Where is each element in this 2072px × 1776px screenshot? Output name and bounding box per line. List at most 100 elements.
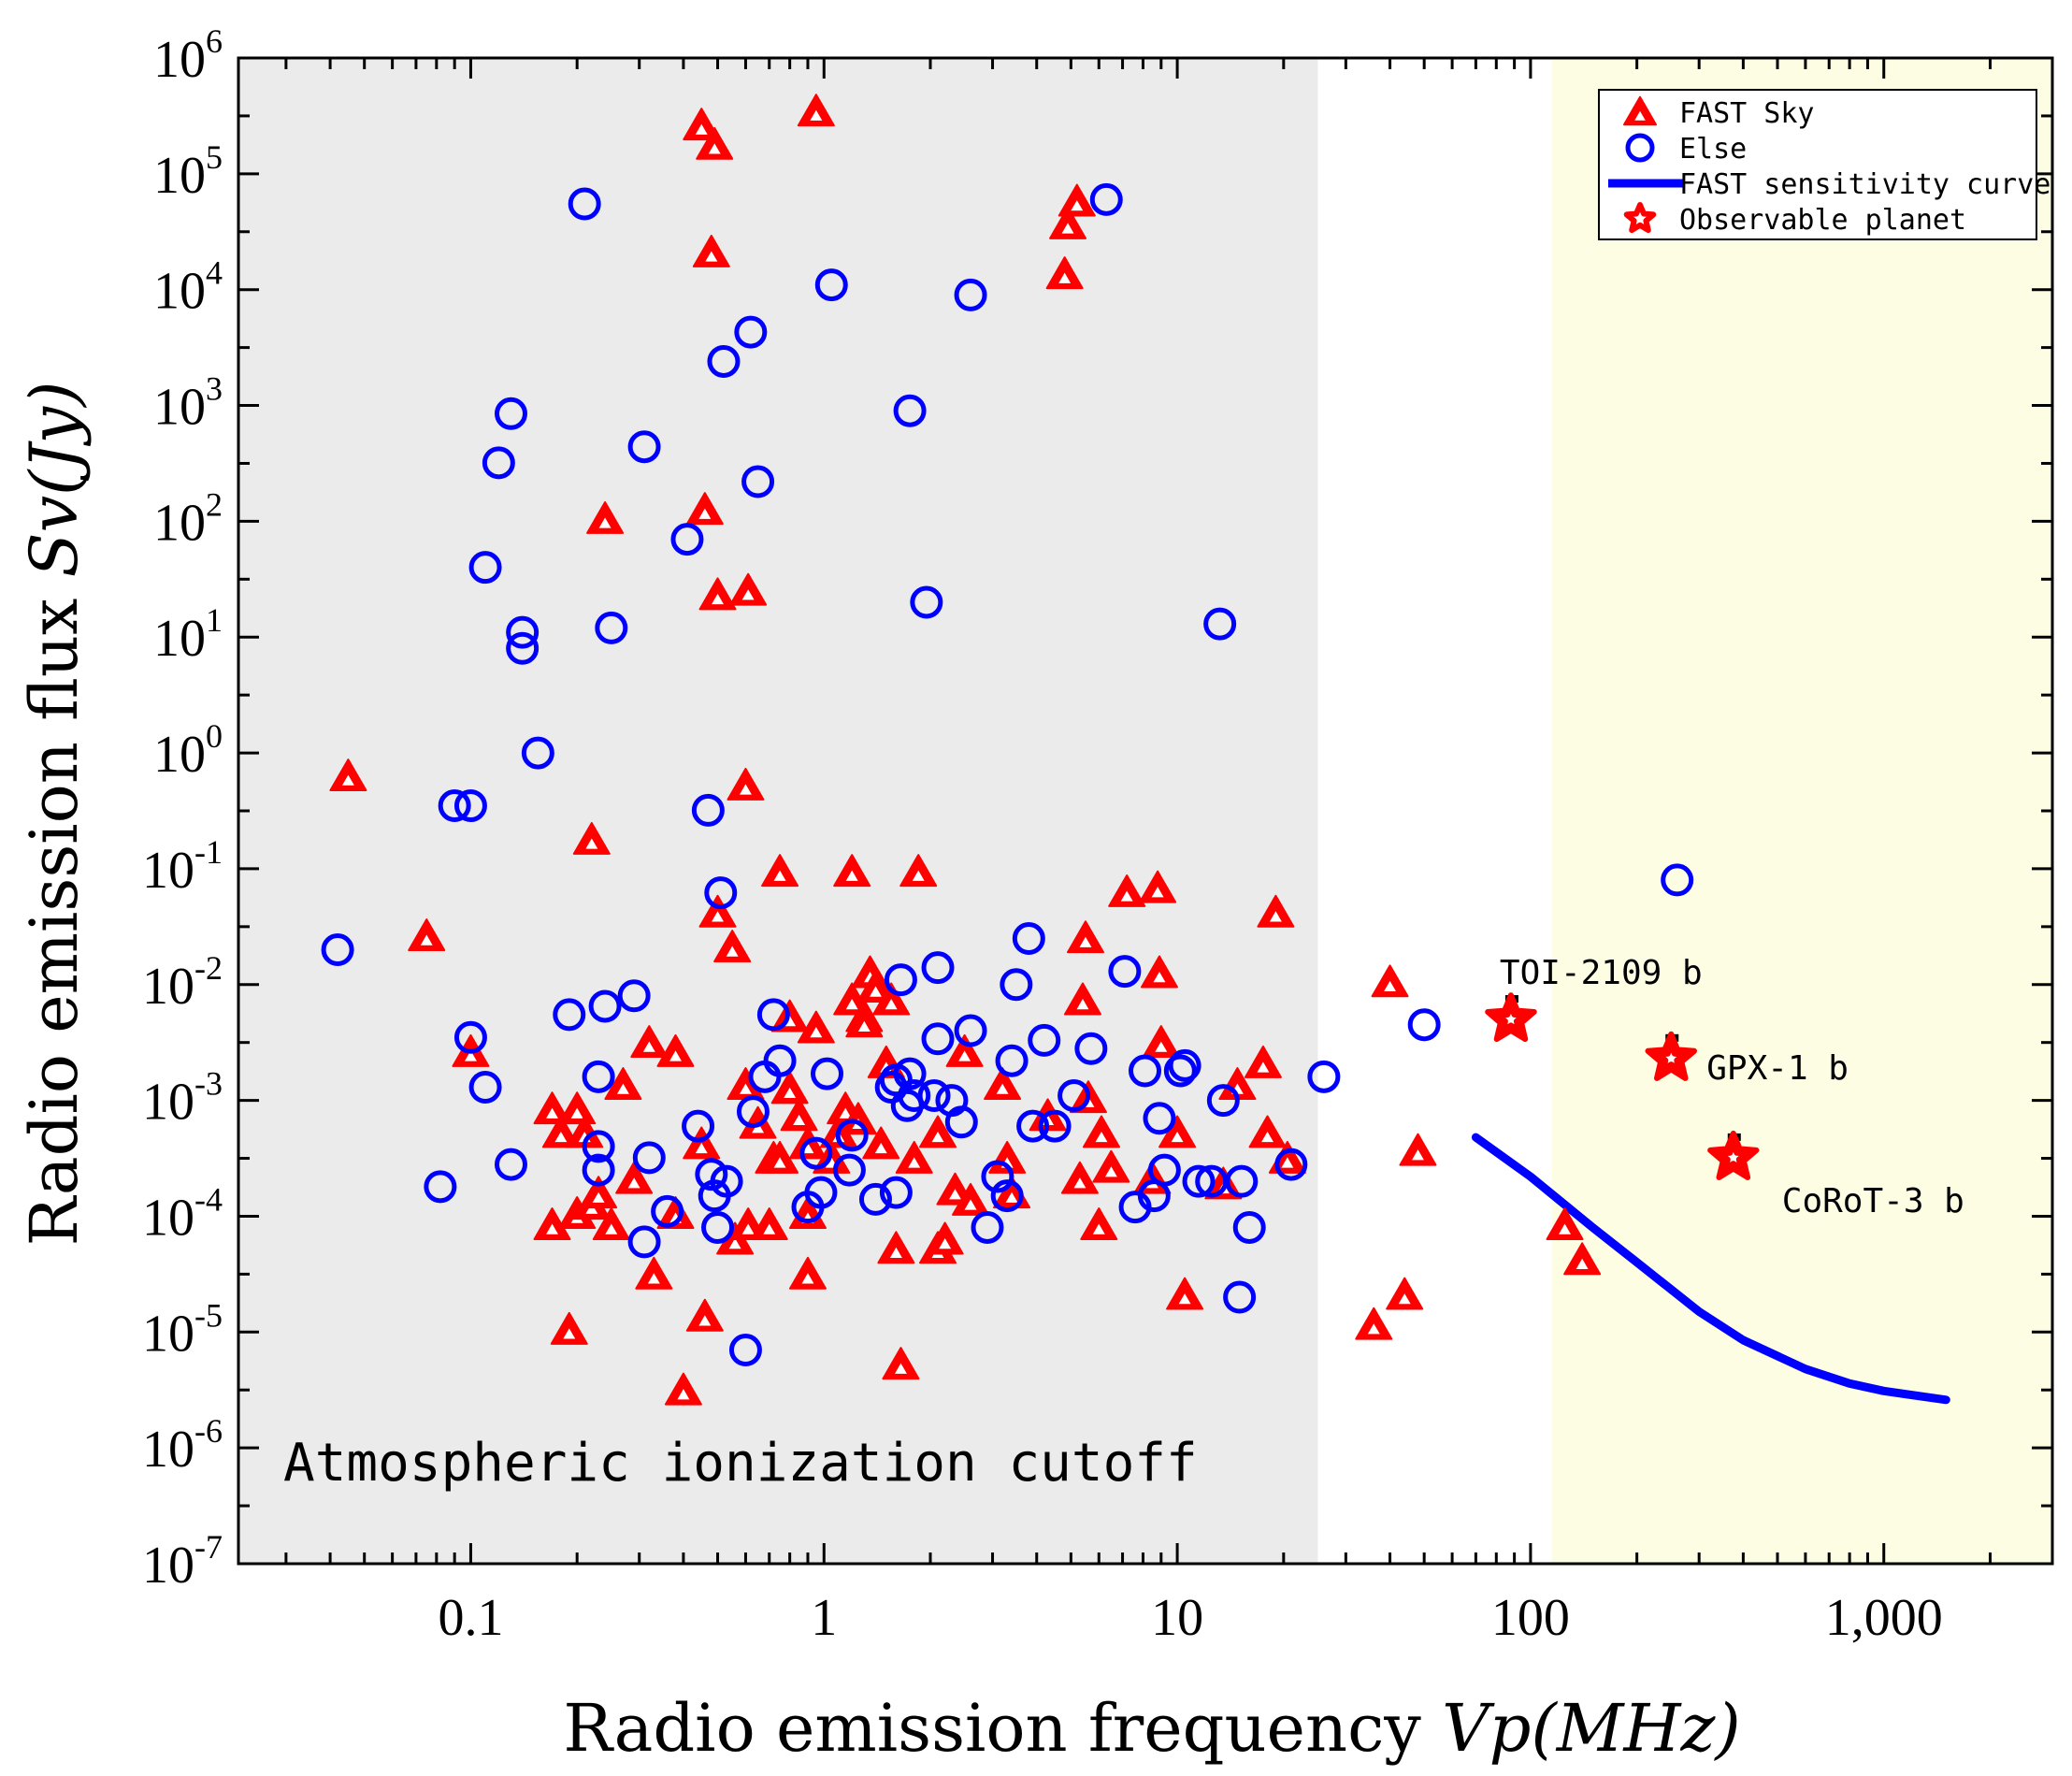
else-point-26 bbox=[682, 1109, 715, 1143]
x-tick-label-4: 1,000 bbox=[1825, 1589, 1943, 1647]
else-point-13 bbox=[553, 998, 586, 1032]
else-point-5 bbox=[468, 551, 502, 585]
x-tick-label-0: 0.1 bbox=[438, 1589, 503, 1647]
region-labels: Atmospheric ionization cutoff bbox=[283, 1433, 1198, 1494]
fast-sky-point-89 bbox=[1140, 955, 1178, 989]
else-point-46 bbox=[832, 1153, 866, 1187]
fast-sky-point-35 bbox=[729, 572, 768, 606]
observable-planets-layer: TOI-2109 b GPX-1 b CoRoT-3 b bbox=[1485, 954, 1964, 1220]
fast-sky-point-27 bbox=[685, 492, 724, 526]
x-axis-ticks: 0.1 1 10 100 1,000 bbox=[284, 58, 2054, 1647]
else-point-52 bbox=[884, 963, 917, 997]
fast-sky-point-81 bbox=[1066, 920, 1104, 954]
fast-sky-point-43 bbox=[780, 1098, 818, 1132]
shaded-regions bbox=[238, 58, 2052, 1564]
else-point-33 bbox=[710, 1164, 743, 1198]
else-point-37 bbox=[741, 465, 775, 498]
fast-sky-point-21 bbox=[664, 1372, 702, 1406]
else-point-76 bbox=[1089, 182, 1123, 216]
else-point-64 bbox=[954, 278, 987, 311]
fast-sky-point-79 bbox=[1060, 1161, 1099, 1194]
x-axis-title: Radio emission frequency Vp(MHz) bbox=[563, 1690, 1740, 1767]
fast-sky-point-41 bbox=[770, 1071, 809, 1105]
else-point-63 bbox=[954, 1014, 987, 1047]
else-point-91 bbox=[1232, 1210, 1266, 1244]
fast-sky-point-71 bbox=[952, 1182, 990, 1216]
observable-planet-inner-1 bbox=[1655, 1042, 1687, 1073]
else-point-27 bbox=[691, 793, 725, 827]
y-tick-label-2: 10-5 bbox=[142, 1296, 223, 1363]
fast-sky-point-30 bbox=[713, 930, 752, 962]
region-1 bbox=[1551, 58, 2052, 1564]
fast-sky-point-11 bbox=[580, 1176, 618, 1209]
else-point-9 bbox=[494, 397, 527, 430]
fast-sky-point-61 bbox=[872, 982, 911, 1016]
fast-sky-point-77 bbox=[1049, 206, 1087, 239]
fast-sky-point-47 bbox=[797, 1010, 835, 1044]
else-point-67 bbox=[990, 1179, 1024, 1213]
else-point-77 bbox=[1108, 955, 1142, 989]
else-point-70 bbox=[1012, 921, 1045, 955]
else-point-48 bbox=[858, 1182, 892, 1216]
fast-sky-point-83 bbox=[1080, 1207, 1118, 1240]
fast-sky-point-99 bbox=[1355, 1307, 1393, 1340]
else-point-32 bbox=[707, 344, 741, 378]
else-point-88 bbox=[1206, 1084, 1240, 1118]
else-point-74 bbox=[1058, 1078, 1091, 1112]
fast-sky-point-28 bbox=[698, 577, 737, 611]
else-point-72 bbox=[1028, 1023, 1061, 1057]
else-point-0 bbox=[321, 932, 354, 966]
else-point-20 bbox=[617, 979, 651, 1013]
fast-sky-point-4 bbox=[541, 1115, 580, 1148]
fast-sky-point-96 bbox=[1248, 1115, 1287, 1148]
else-point-2 bbox=[438, 789, 471, 823]
else-point-50 bbox=[879, 1176, 913, 1209]
fast-sky-point-62 bbox=[877, 1231, 915, 1264]
fast-sky-point-40 bbox=[761, 854, 799, 888]
else-point-44 bbox=[811, 1057, 844, 1090]
observable-planet-inner-2 bbox=[1718, 1141, 1749, 1172]
else-point-81 bbox=[1143, 1102, 1176, 1135]
y-tick-label-3: 10-4 bbox=[142, 1180, 223, 1247]
else-point-75 bbox=[1074, 1032, 1108, 1065]
fast-sky-point-63 bbox=[882, 1347, 920, 1380]
legend-label-0: FAST Sky bbox=[1679, 97, 1815, 130]
else-point-45 bbox=[814, 268, 848, 302]
else-point-8 bbox=[494, 1148, 527, 1181]
else-point-92 bbox=[1274, 1148, 1308, 1181]
else-point-1 bbox=[424, 1170, 457, 1204]
fast-sky-point-92 bbox=[1166, 1277, 1204, 1310]
fast-sky-point-48 bbox=[797, 94, 835, 127]
fast-sky-point-6 bbox=[550, 1311, 588, 1345]
else-point-58 bbox=[917, 1078, 951, 1112]
legend-label-3: Observable planet bbox=[1679, 204, 1966, 237]
fast-sky-point-44 bbox=[788, 1256, 827, 1290]
else-point-71 bbox=[1016, 1109, 1050, 1143]
y-tick-label-11: 104 bbox=[153, 254, 223, 321]
else-point-68 bbox=[995, 1044, 1029, 1077]
fast-sky-point-78 bbox=[1058, 183, 1096, 217]
else-point-73 bbox=[1038, 1109, 1072, 1143]
fast-sensitivity-curve bbox=[1471, 1133, 1950, 1405]
else-point-56 bbox=[898, 1078, 931, 1112]
else-point-4 bbox=[453, 1020, 487, 1054]
else-point-42 bbox=[799, 1136, 833, 1170]
else-point-90 bbox=[1225, 1164, 1259, 1198]
else-point-25 bbox=[670, 523, 704, 556]
x-tick-label-1: 1 bbox=[811, 1589, 837, 1647]
else-point-62 bbox=[944, 1105, 978, 1139]
else-point-54 bbox=[893, 1057, 927, 1090]
else-point-6 bbox=[468, 1071, 502, 1105]
fast-sky-point-65 bbox=[899, 854, 938, 888]
x-tick-label-3: 100 bbox=[1491, 1589, 1570, 1647]
legend-fast-sky-marker bbox=[1623, 95, 1657, 126]
region-0 bbox=[238, 58, 1318, 1564]
fast-sky-point-68 bbox=[926, 1221, 964, 1255]
fast-sky-point-15 bbox=[604, 1067, 642, 1101]
fast-sky-point-25 bbox=[696, 126, 734, 160]
y-tick-label-9: 102 bbox=[153, 485, 223, 552]
y-tick-label-13: 106 bbox=[153, 22, 223, 89]
fast-sky-point-72 bbox=[984, 1067, 1022, 1101]
fast-sky-point-0 bbox=[329, 758, 367, 792]
fast-sky-point-39 bbox=[761, 1140, 799, 1174]
